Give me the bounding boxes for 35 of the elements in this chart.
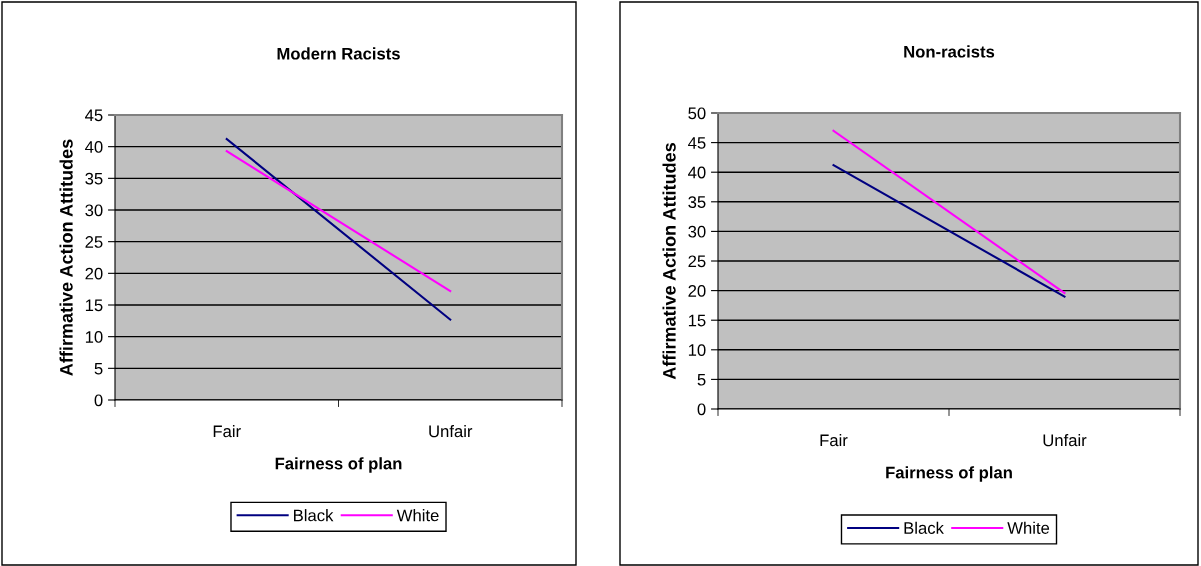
y-tick-label: 35: [85, 172, 103, 185]
y-tick-label: 45: [688, 137, 706, 149]
y-tick-label: 0: [697, 403, 706, 416]
y-tick-label: 10: [688, 344, 706, 356]
y-tick-label: 50: [688, 107, 706, 120]
legend-label: White: [1007, 521, 1050, 534]
y-tick-label: 40: [85, 141, 103, 153]
y-tick-label: 30: [688, 225, 706, 238]
y-tick-label: 15: [688, 314, 706, 327]
y-tick-label: 25: [85, 236, 103, 248]
y-tick-label: 35: [688, 196, 706, 208]
y-tick-label: 20: [85, 267, 103, 280]
y-axis-title: Affirmative Action Attitudes: [59, 139, 73, 376]
y-tick-label: 5: [94, 362, 103, 375]
x-tick-label: Fair: [213, 425, 241, 438]
y-tick-label: 5: [697, 373, 706, 386]
y-tick-label: 10: [85, 331, 103, 343]
chart-title: Non-racists: [904, 45, 995, 58]
y-tick-label: 30: [85, 204, 103, 217]
chart-title: Modern Racists: [277, 47, 400, 60]
y-tick-label: 20: [688, 285, 706, 297]
x-axis-title: Fairness of plan: [886, 466, 1012, 482]
y-tick-label: 40: [688, 166, 706, 179]
x-axis-title: Fairness of plan: [275, 457, 402, 473]
legend-label: White: [396, 509, 439, 522]
x-tick-label: Fair: [820, 434, 848, 447]
x-tick-label: Unfair: [1043, 434, 1087, 447]
x-tick-label: Unfair: [429, 425, 473, 438]
legend-label: Black: [904, 521, 944, 534]
y-tick-label: 45: [85, 109, 103, 122]
y-axis-title: Affirmative Action Attitudes: [662, 143, 676, 380]
y-tick-label: 0: [94, 394, 103, 407]
y-tick-label: 15: [85, 299, 103, 312]
y-tick-label: 25: [688, 255, 706, 268]
legend-label: Black: [294, 509, 334, 522]
